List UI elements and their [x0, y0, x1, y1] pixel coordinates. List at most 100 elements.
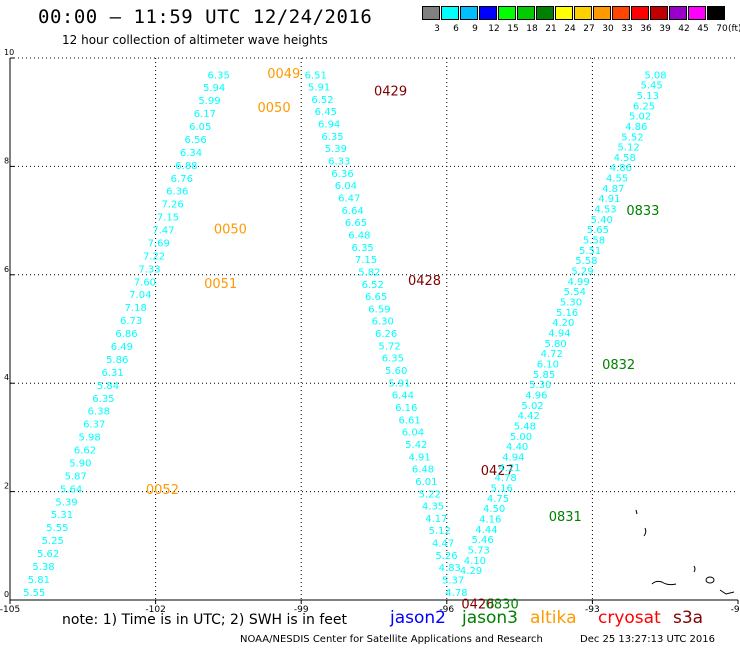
- pass-time-label: 0830: [486, 597, 519, 612]
- colorbar-unit: (ft): [728, 24, 740, 34]
- swh-value-label: 5.40: [591, 215, 613, 226]
- y-tick-label: 2: [4, 482, 9, 491]
- pass-time-label: 0051: [204, 277, 237, 292]
- swh-value-label: 6.64: [341, 206, 363, 217]
- swh-value-label: 4.96: [525, 391, 547, 402]
- colorbar-swatch: [422, 6, 440, 20]
- coastline: [651, 580, 677, 586]
- swh-value-label: 4.35: [422, 502, 444, 513]
- swh-value-label: 4.94: [502, 453, 524, 464]
- swh-value-label: 5.02: [521, 401, 543, 412]
- coastline: [705, 576, 715, 584]
- coastline: [643, 527, 647, 537]
- generated-timestamp: Dec 25 13:27:13 UTC 2016: [580, 634, 715, 645]
- swh-value-label: 5.16: [491, 484, 513, 495]
- swh-value-label: 4.40: [506, 442, 528, 453]
- swh-value-label: 6.59: [368, 304, 390, 315]
- coastline: [719, 589, 735, 595]
- swh-value-label: 5.91: [388, 378, 410, 389]
- swh-value-label: 6.49: [111, 342, 133, 353]
- x-tick-label: -96: [439, 605, 454, 615]
- swh-value-label: 6.25: [633, 101, 655, 112]
- swh-value-label: 5.91: [308, 83, 330, 94]
- swh-value-label: 7.33: [138, 264, 160, 275]
- swh-value-label: 6.88: [175, 161, 197, 172]
- chart-title: 00:00 – 11:59 UTC 12/24/2016: [38, 6, 373, 28]
- swh-value-label: 4.86: [610, 163, 632, 174]
- swh-value-label: 5.46: [471, 535, 493, 546]
- swh-value-label: 5.12: [429, 526, 451, 537]
- colorbar-label: 21: [545, 24, 557, 34]
- swh-value-label: 5.38: [32, 562, 54, 573]
- swh-value-label: 6.35: [208, 70, 230, 81]
- swh-value-label: 6.04: [335, 181, 357, 192]
- colorbar-swatch: [631, 6, 649, 20]
- swh-value-label: 5.52: [621, 132, 643, 143]
- swh-value-label: 6.35: [352, 243, 374, 254]
- colorbar-swatch: [555, 6, 573, 20]
- colorbar-swatch: [479, 6, 497, 20]
- swh-value-label: 4.86: [625, 122, 647, 133]
- swh-value-label: 4.83: [439, 563, 461, 574]
- colorbar-label: 9: [472, 24, 478, 34]
- swh-value-label: 7.26: [161, 200, 183, 211]
- swh-value-label: 6.52: [362, 280, 384, 291]
- colorbar-swatch: [536, 6, 554, 20]
- colorbar-label: 15: [507, 24, 519, 34]
- coastline: [635, 509, 638, 515]
- swh-value-label: 4.47: [432, 539, 454, 550]
- swh-value-label: 6.94: [318, 120, 340, 131]
- swh-value-label: 4.44: [475, 525, 497, 536]
- colorbar-swatch: [441, 6, 459, 20]
- swh-value-label: 6.65: [345, 218, 367, 229]
- swh-value-label: 4.91: [409, 452, 431, 463]
- pass-time-label: 0052: [146, 483, 179, 498]
- x-tick-label: -102: [145, 605, 165, 615]
- swh-value-label: 5.58: [575, 256, 597, 267]
- swh-value-label: 4.50: [483, 504, 505, 515]
- swh-value-label: 6.38: [88, 407, 110, 418]
- swh-value-label: 4.21: [498, 463, 520, 474]
- swh-value-label: 4.53: [594, 205, 616, 216]
- swh-value-label: 6.52: [311, 95, 333, 106]
- swh-value-label: 6.56: [185, 135, 207, 146]
- x-tick-label: -90: [731, 605, 740, 615]
- colorbar-label: 45: [697, 24, 709, 34]
- swh-value-label: 5.37: [442, 576, 464, 587]
- swh-value-label: 5.87: [65, 471, 87, 482]
- swh-value-label: 5.82: [358, 267, 380, 278]
- swh-value-label: 4.42: [518, 411, 540, 422]
- swh-value-label: 4.87: [602, 184, 624, 195]
- swh-value-label: 5.85: [533, 370, 555, 381]
- swh-value-label: 6.01: [415, 477, 437, 488]
- swh-value-label: 4.58: [614, 153, 636, 164]
- swh-value-label: 6.51: [305, 70, 327, 81]
- pass-time-label: 0833: [626, 204, 659, 219]
- pass-time-label: 0050: [258, 101, 291, 116]
- colorbar-swatch: [593, 6, 611, 20]
- y-tick-label: 0: [4, 590, 9, 599]
- swh-value-label: 5.98: [78, 433, 100, 444]
- colorbar-label: 6: [453, 24, 459, 34]
- swh-value-label: 6.10: [537, 360, 559, 371]
- swh-value-label: 4.91: [598, 194, 620, 205]
- swh-value-label: 6.36: [331, 169, 353, 180]
- satellite-legend-cryosat: cryosat: [598, 608, 661, 628]
- swh-value-label: 5.73: [468, 546, 490, 557]
- swh-value-label: 4.72: [541, 349, 563, 360]
- swh-value-label: 5.25: [42, 536, 64, 547]
- swh-value-label: 5.39: [325, 144, 347, 155]
- swh-value-label: 7.18: [125, 303, 147, 314]
- swh-value-label: 4.78: [445, 588, 467, 599]
- swh-value-label: 6.48: [412, 465, 434, 476]
- chart-subtitle: 12 hour collection of altimeter wave hei…: [62, 33, 328, 47]
- swh-value-label: 5.55: [46, 523, 68, 534]
- swh-value-label: 4.78: [495, 473, 517, 484]
- swh-value-label: 6.05: [189, 122, 211, 133]
- swh-value-label: 5.42: [405, 440, 427, 451]
- swh-value-label: 5.16: [556, 308, 578, 319]
- x-tick-label: -105: [0, 605, 20, 615]
- swh-value-label: 6.62: [74, 446, 96, 457]
- swh-value-label: 5.30: [529, 380, 551, 391]
- swh-value-label: 5.58: [583, 236, 605, 247]
